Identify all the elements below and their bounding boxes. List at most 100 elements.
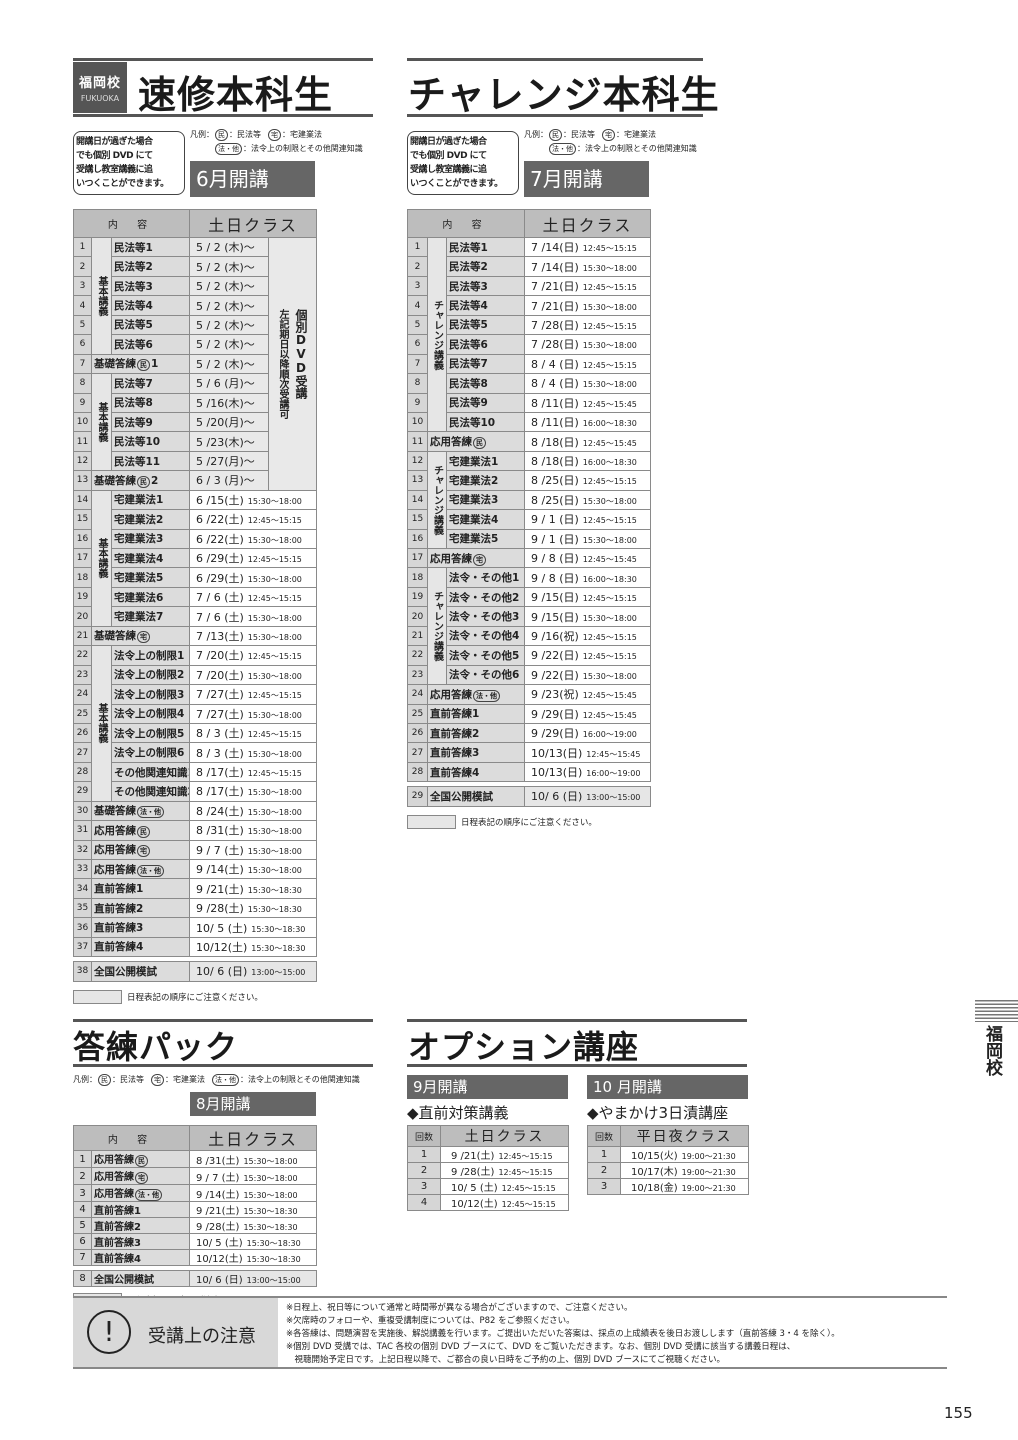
row-content: 法令・その他1 xyxy=(446,567,525,588)
table-row: 28 その他関連知識1 8 /17(土) 12:45～15:15 xyxy=(73,761,317,783)
circled-mark: 法・他 xyxy=(215,143,242,155)
row-content: 法令・その他6 xyxy=(446,664,525,686)
option-oct-course: ◆やまかけ3日漬講座 xyxy=(587,1104,729,1122)
circled-mark: 宅 xyxy=(151,1074,164,1086)
date-text: 7 /20(土) xyxy=(196,668,244,682)
row-number: 23 xyxy=(73,664,92,686)
date-text: 9 /21(土) xyxy=(451,1151,495,1162)
row-content: 法令・その他4 xyxy=(446,625,525,647)
date-text: 9 /21(土) xyxy=(196,882,244,896)
row-content: 直前答練1 xyxy=(91,878,190,899)
notice-line: 受講し教室講義に追 xyxy=(410,165,487,175)
date-text: 7 /27(土) xyxy=(196,688,244,702)
row-content: 基礎答練宅 xyxy=(91,625,190,647)
table-row: 18 宅建業法5 6 /29(土) 15:30～18:00 xyxy=(73,567,317,588)
row-number: 1 xyxy=(73,1150,92,1168)
row-group: 基本講義 xyxy=(91,489,112,627)
table-row: 26 直前答練2 9 /29(日) 16:00～19:00 xyxy=(407,722,651,744)
table-row: 5 直前答練2 9 /28(土) 15:30～18:30 xyxy=(73,1217,317,1234)
table-row: 17 応用答練宅 9 / 8 (日) 12:45～15:45 xyxy=(407,547,651,569)
circled-mark: 民 xyxy=(137,825,150,838)
row-number: 5 xyxy=(73,314,92,336)
row-number: 7 xyxy=(407,353,428,375)
content-label: 直前答練4 xyxy=(94,1254,141,1265)
date-text: 9 / 1 (日) xyxy=(531,513,579,527)
row-content: 基礎答練民 1 xyxy=(91,353,190,375)
row-content: 民法等6 xyxy=(446,334,525,355)
date-text: 9 / 8 (日) xyxy=(531,552,579,566)
time-text: 12:45～15:15 xyxy=(247,691,302,701)
row-date: 8 /25(日) 12:45～15:15 xyxy=(524,470,651,491)
circled-mark: 法・他 xyxy=(212,1074,239,1086)
row-date: 9 /28(土) 15:30～18:30 xyxy=(189,897,317,919)
order-note: 日程表記の順序にご注意ください。 xyxy=(461,817,597,828)
table-row: 37 直前答練4 10/12(土) 15:30～18:30 xyxy=(73,936,317,958)
date-text: 9 /16(祝) xyxy=(531,629,579,643)
row-content: 民法等11 xyxy=(111,450,190,472)
circled-mark: 宅 xyxy=(137,845,150,858)
date-text: 9 /22(日) xyxy=(531,649,579,663)
row-content: 宅建業法4 xyxy=(446,509,525,530)
row-content: 直前答練3 xyxy=(91,1233,190,1250)
legend-text: ：宅建業法 xyxy=(282,130,322,139)
row-content: 宅建業法7 xyxy=(111,606,190,627)
row-date: 9 /15(日) 15:30～18:00 xyxy=(524,606,651,627)
table-row: 20 法令・その他3 9 /15(日) 15:30～18:00 xyxy=(407,606,651,627)
circled-mark: 法・他 xyxy=(137,864,164,877)
row-date: 7 /21(日) 12:45～15:15 xyxy=(524,275,651,297)
row-date: 9 / 7 (土) 15:30～18:00 xyxy=(189,839,317,861)
date-text: 5 /16(木)～ xyxy=(196,396,255,410)
row-number: 12 xyxy=(73,450,92,472)
row-date: 8 /17(土) 15:30～18:00 xyxy=(189,781,317,802)
notice-line: いつくことができます。 xyxy=(76,179,169,189)
row-date: 5 /23(木)～ xyxy=(189,431,269,452)
order-legend-swatch xyxy=(73,989,122,1004)
date-text: 5 / 2 (木)～ xyxy=(196,357,255,371)
date-text: 7 /13(土) xyxy=(196,629,244,643)
row-number: 13 xyxy=(407,470,428,491)
table-row: 23 法令上の制限2 7 /20(土) 15:30～18:00 xyxy=(73,664,317,686)
table-row: 36 直前答練3 10/ 5 (土) 15:30～18:30 xyxy=(73,917,317,938)
row-content: その他関連知識1 xyxy=(111,761,190,783)
sokushu-schedule: 内 容土日クラス 1 基本講義 民法等1 5 / 2 (木)～ 個別DVD受講 左記期日以降… xyxy=(73,209,317,1004)
row-number: 5 xyxy=(407,314,428,336)
table-row: 2 民法等2 7 /14(日) 15:30～18:00 xyxy=(407,256,651,277)
date-text: 7 /20(土) xyxy=(196,649,244,663)
table-row: 2 10/17(木) 19:00～21:30 xyxy=(587,1162,749,1179)
row-content: 民法等7 xyxy=(111,373,190,394)
date-text: 8 / 3 (土) xyxy=(196,727,244,741)
date-text: 10/ 5 (土) xyxy=(451,1183,498,1194)
row-number: 6 xyxy=(73,1233,92,1250)
row-date: 10/ 6 (日) 13:00～15:00 xyxy=(189,1270,317,1287)
caution-panel: ! 受講上の注意 xyxy=(73,1298,278,1367)
row-date: 5 / 2 (木)～ xyxy=(189,295,269,316)
time-text: 12:45～15:45 xyxy=(582,691,637,701)
row-number: 3 xyxy=(73,1184,92,1202)
header-row: 内 容土日クラス xyxy=(73,1125,317,1151)
row-number: 26 xyxy=(73,722,92,744)
row-number: 14 xyxy=(73,489,92,511)
legend-text: ：法令上の制限とその他関連知識 xyxy=(240,1075,360,1084)
row-number: 15 xyxy=(73,509,92,530)
legend-prefix: 凡例： xyxy=(73,1075,97,1084)
row-date: 9 /22(日) 15:30～18:00 xyxy=(524,664,651,686)
row-date: 5 / 2 (木)～ xyxy=(189,236,269,258)
content-label: 直前答練1 xyxy=(430,708,480,721)
content-label: 直前答練1 xyxy=(94,883,144,896)
table-row: 19 法令・その他2 9 /15(日) 12:45～15:15 xyxy=(407,586,651,608)
time-text: 12:45～15:15 xyxy=(582,283,637,293)
row-number: 33 xyxy=(73,858,92,880)
row-number: 24 xyxy=(73,684,92,705)
table-row: 16 宅建業法3 6 /22(土) 15:30～18:00 xyxy=(73,528,317,550)
option-sep-course: ◆直前対策講義 xyxy=(407,1104,509,1122)
sokushu-dvd-notice: 開講日が過ぎた場合 でも個別 DVD にて 受講し教室講義に追 いつくことができ… xyxy=(73,131,185,195)
time-text: 15:30～18:00 xyxy=(247,496,302,506)
sokushu-title: 速修本科生 xyxy=(138,73,334,117)
table-row: 8 基本講義 民法等7 5 / 6 (月)～ xyxy=(73,373,317,472)
row-number: 6 xyxy=(73,334,92,355)
row-number: 7 xyxy=(73,1249,92,1266)
row-date: 9 /29(日) 12:45～15:45 xyxy=(524,703,651,724)
date-text: 10/ 6 (日) xyxy=(196,965,248,979)
table-row: 18 チャレンジ講義 法令・その他1 9 / 8 (日) 16:00～18:30 xyxy=(407,567,651,686)
row-content: 法令上の制限1 xyxy=(111,645,190,666)
